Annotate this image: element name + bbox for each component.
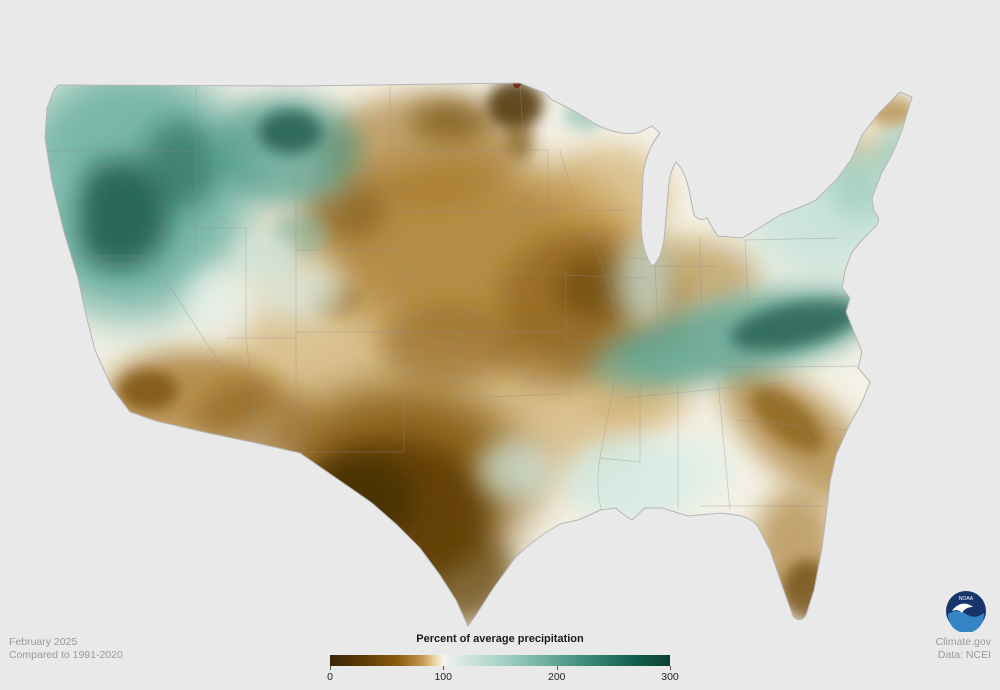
state-borders (45, 84, 861, 513)
map-period: February 2025 (9, 636, 78, 648)
precip-anomaly-blob (477, 438, 553, 502)
credit-data: Data: NCEI (937, 649, 991, 661)
noaa-logo-text: NOAA (959, 596, 974, 602)
precip-anomaly-blob (585, 334, 705, 390)
precip-anomaly-blob (645, 435, 735, 505)
precip-anomaly-blob (615, 235, 675, 325)
precip-anomaly-blob (142, 120, 218, 210)
precip-anomaly-blob (185, 265, 265, 335)
precip-anomaly-blob (751, 387, 825, 453)
precip-anomaly-blob (258, 110, 322, 154)
precip-anomaly-blob (118, 370, 178, 410)
precip-anomaly-blob (70, 160, 170, 270)
map-baseline: Compared to 1991-2020 (9, 649, 123, 661)
map-credits: Climate.gov Data: NCEI (936, 636, 991, 662)
credit-source: Climate.gov (935, 636, 991, 648)
precip-anomaly-blob (506, 120, 534, 160)
precip-anomaly-blob (731, 299, 859, 351)
precip-anomaly-blob (235, 230, 295, 280)
noaa-bird-icon (952, 603, 973, 613)
precip-anomaly-blob (495, 310, 615, 390)
precip-anomaly-blob (487, 83, 543, 129)
noaa-logo-wave (948, 611, 984, 632)
map-caption: February 2025 Compared to 1991-2020 (9, 636, 123, 662)
precip-anomaly-blob (513, 83, 521, 88)
precip-anomaly-blob (380, 305, 520, 385)
noaa-logo: NOAA (946, 591, 986, 632)
precip-anomaly-blob (410, 98, 490, 142)
precip-anomaly-blob (550, 145, 670, 245)
